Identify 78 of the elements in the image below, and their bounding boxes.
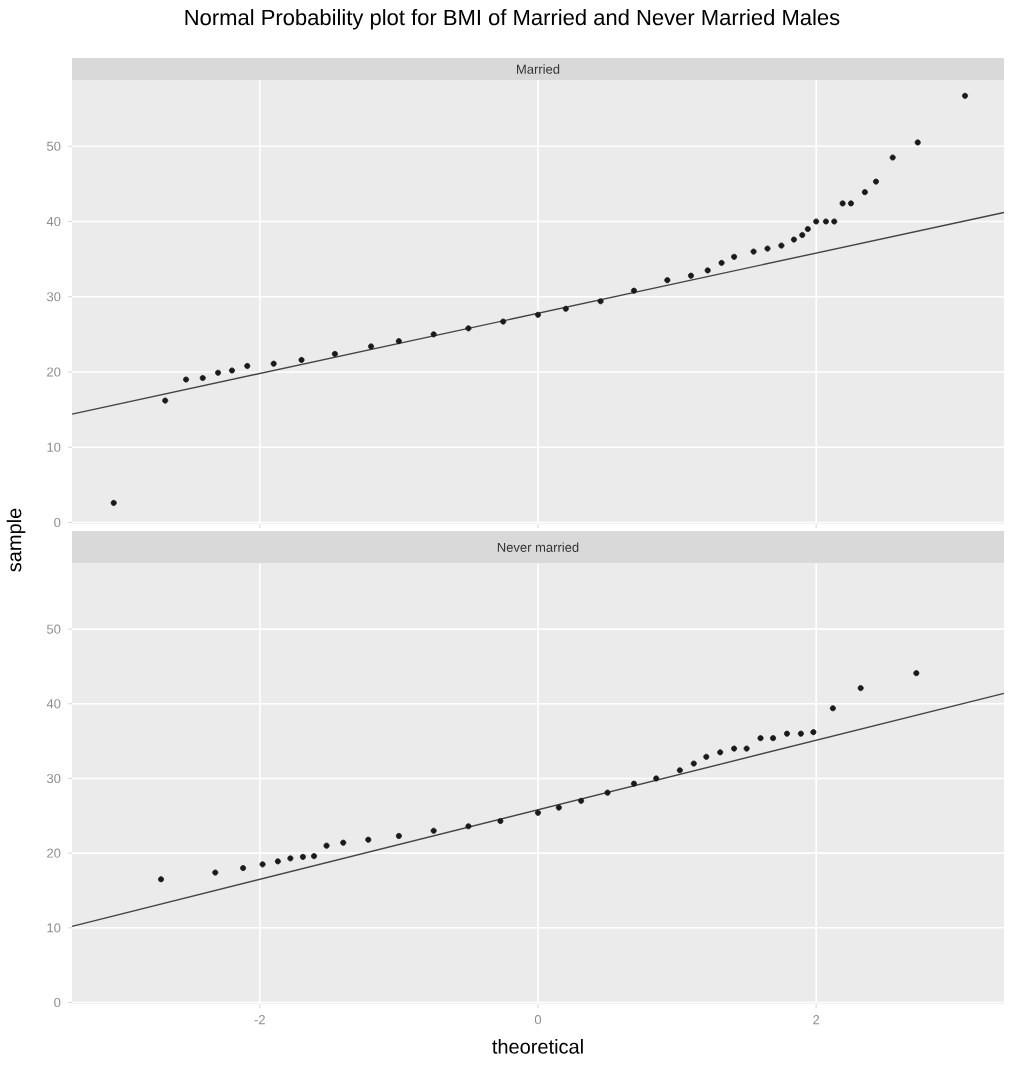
point (731, 745, 738, 752)
point (703, 753, 710, 760)
point (813, 218, 820, 225)
point (215, 369, 222, 376)
point (757, 735, 764, 742)
point (534, 311, 541, 318)
point (790, 236, 797, 243)
point (676, 767, 683, 774)
point (861, 189, 868, 196)
chart-title: Normal Probability plot for BMI of Married and Never Married Males (185, 9, 840, 30)
point (597, 298, 604, 305)
point (889, 154, 896, 161)
point (764, 245, 771, 252)
point (299, 853, 306, 860)
point (778, 242, 785, 249)
point (604, 789, 611, 796)
point (228, 367, 235, 374)
point (259, 861, 266, 868)
point (810, 729, 817, 736)
point (500, 318, 507, 325)
point (857, 685, 864, 692)
point (578, 797, 585, 804)
point (465, 823, 472, 830)
point (872, 178, 879, 185)
point (913, 670, 920, 677)
point (731, 253, 738, 260)
point (630, 287, 637, 294)
point (717, 749, 724, 756)
point (664, 277, 671, 284)
point (839, 200, 846, 207)
point (847, 200, 854, 207)
point (158, 876, 165, 883)
point (287, 855, 294, 862)
point (368, 343, 375, 350)
point (704, 267, 711, 274)
point (804, 226, 811, 233)
y-axis-title: sample (6, 508, 26, 572)
point (323, 842, 330, 849)
point (162, 397, 169, 404)
point (430, 331, 437, 338)
point (365, 836, 372, 843)
point (199, 375, 206, 382)
point (534, 809, 541, 816)
point (270, 360, 277, 367)
point (962, 92, 969, 99)
point (465, 325, 472, 332)
point (110, 499, 117, 506)
point (799, 232, 806, 239)
point (298, 356, 305, 363)
point (340, 839, 347, 846)
point (750, 248, 757, 255)
point (311, 853, 318, 860)
point (562, 305, 569, 312)
point (430, 827, 437, 834)
point (829, 705, 836, 712)
point (687, 272, 694, 279)
point (555, 804, 562, 811)
point (630, 780, 637, 787)
point (831, 218, 838, 225)
point (331, 350, 338, 357)
point (690, 760, 697, 767)
point (770, 735, 777, 742)
point (240, 865, 247, 872)
point (653, 775, 660, 782)
point (822, 218, 829, 225)
point (244, 362, 251, 369)
point (212, 869, 219, 876)
point (718, 259, 725, 266)
point (914, 139, 921, 146)
point (743, 745, 750, 752)
point (797, 730, 804, 737)
point (395, 832, 402, 839)
point (183, 376, 190, 383)
point (497, 818, 504, 825)
point (274, 858, 281, 865)
point (395, 338, 402, 345)
point (783, 730, 790, 737)
x-axis-title: theoretical (492, 1039, 583, 1054)
